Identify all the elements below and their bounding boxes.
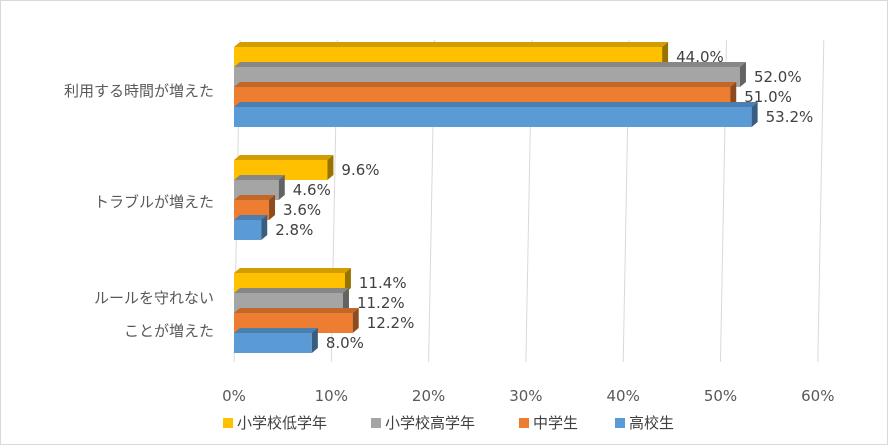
category-label: ルールを守れない [94, 289, 214, 307]
data-label: 3.6% [283, 201, 321, 219]
category-label: トラブルが増えた [94, 193, 214, 211]
legend-label: 高校生 [629, 414, 674, 432]
legend-swatch [371, 418, 381, 428]
category-label: ことが増えた [124, 322, 214, 340]
data-label: 9.6% [341, 161, 379, 179]
x-tick-label: 40% [607, 387, 640, 405]
legend-item: 小学校低学年 [223, 414, 327, 432]
x-tick-label: 30% [509, 387, 542, 405]
data-label: 4.6% [293, 181, 331, 199]
data-labels: 44.0% 9.6% 11.4% 52.0% 4.6% 11.2% 51.0% 3.6% 12.… [275, 48, 813, 352]
data-label: 12.2% [367, 314, 415, 332]
legend-swatch [615, 418, 625, 428]
x-tick-label: 0% [222, 387, 246, 405]
data-label: 51.0% [744, 88, 792, 106]
x-tick-label: 10% [315, 387, 348, 405]
data-label: 11.4% [359, 274, 407, 292]
data-label: 8.0% [326, 334, 364, 352]
gridline-6 [817, 39, 825, 363]
legend: 小学校低学年 小学校高学年 中学生 高校生 [223, 414, 674, 432]
bars [234, 42, 758, 353]
data-label: 2.8% [275, 221, 313, 239]
legend-label: 中学生 [533, 414, 578, 432]
legend-item: 高校生 [615, 414, 674, 432]
data-label: 11.2% [357, 294, 405, 312]
legend-label: 小学校高学年 [385, 414, 475, 432]
bar [234, 102, 758, 127]
legend-swatch [223, 418, 233, 428]
data-label: 44.0% [676, 48, 724, 66]
legend-item: 小学校高学年 [371, 414, 475, 432]
x-axis-ticks: 0% 10% 20% 30% 40% 50% 60% [222, 387, 834, 405]
x-tick-label: 50% [704, 387, 737, 405]
category-label: 利用する時間が増えた [64, 82, 214, 100]
x-tick-label: 60% [801, 387, 834, 405]
legend-label: 小学校低学年 [237, 414, 327, 432]
legend-swatch [519, 418, 529, 428]
bar [234, 215, 268, 240]
bar [234, 328, 318, 353]
data-label: 53.2% [766, 108, 814, 126]
x-tick-label: 20% [412, 387, 445, 405]
data-label: 52.0% [754, 68, 802, 86]
legend-item: 中学生 [519, 414, 578, 432]
